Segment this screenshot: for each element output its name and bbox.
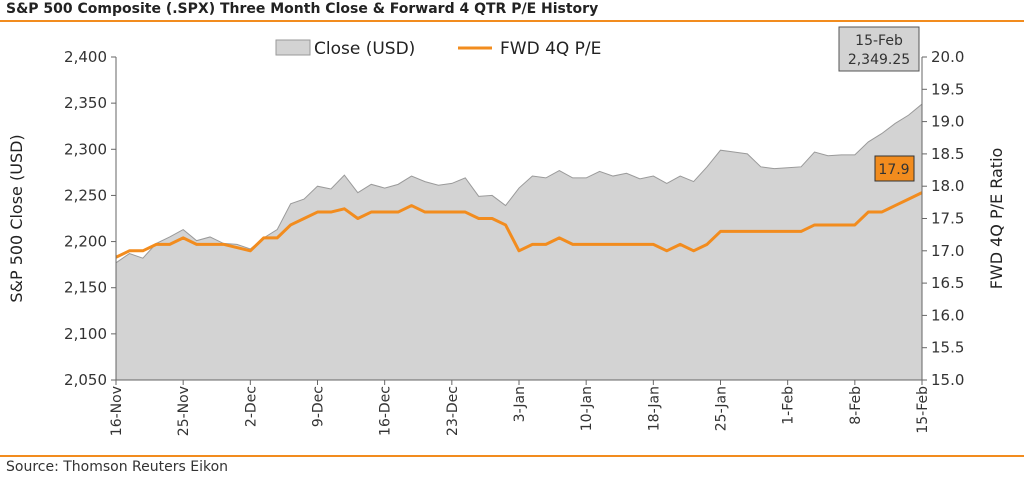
x-tick-label: 8-Feb [848, 386, 864, 425]
y2-tick-label: 17.0 [931, 242, 964, 260]
close-callout-value: 2,349.25 [848, 52, 910, 68]
pe-line [115, 191, 923, 259]
x-tick-label: 16-Nov [109, 386, 125, 436]
chart-title: S&P 500 Composite (.SPX) Three Month Clo… [6, 1, 599, 17]
x-tick-label: 16-Dec [378, 386, 394, 436]
y2-tick-label: 18.5 [931, 145, 964, 163]
y-tick-label: 2,350 [64, 94, 107, 112]
legend: Close (USD) FWD 4Q P/E [275, 39, 601, 59]
y-tick-label: 2,200 [64, 233, 107, 251]
x-tick-label: 25-Nov [176, 386, 192, 436]
close-area [116, 104, 922, 380]
y-tick-label: 2,150 [64, 279, 107, 297]
close-callout-date: 15-Feb [855, 33, 903, 49]
x-tick-label: 23-Dec [445, 386, 461, 436]
x-tick-label: 25-Jan [714, 386, 730, 431]
top-divider [0, 20, 1024, 22]
close-callout-box [838, 26, 920, 72]
x-tick-label: 15-Feb [915, 386, 931, 434]
y2-tick-label: 19.5 [931, 80, 964, 98]
y-axis-title: S&P 500 Close (USD) [7, 134, 26, 302]
y-tick-label: 2,400 [64, 48, 107, 66]
bottom-divider [0, 455, 1024, 457]
legend-label-pe: FWD 4Q P/E [500, 39, 601, 59]
y2-tick-label: 16.0 [931, 306, 964, 324]
x-tick-label: 18-Jan [646, 386, 662, 431]
y2-tick-label: 20.0 [931, 48, 964, 66]
y2-tick-label: 19.0 [931, 113, 964, 131]
y2-tick-label: 16.5 [931, 274, 964, 292]
y2-axis-title: FWD 4Q P/E Ratio [987, 148, 1006, 290]
callouts: 15-Feb 2,349.25 17.9 [838, 26, 920, 182]
axes: 2,050 2,100 2,150 2,200 2,250 2,300 2,350 2,400… [7, 48, 1006, 436]
x-tick-label: 1-Feb [781, 386, 797, 425]
x-tick-label: 2-Dec [243, 386, 259, 427]
y-tick-label: 2,100 [64, 325, 107, 343]
y-tick-label: 2,050 [64, 371, 107, 389]
y-tick-label: 2,300 [64, 140, 107, 158]
pe-callout-value: 17.9 [878, 162, 909, 178]
pe-callout-box [874, 155, 915, 182]
y2-tick-label: 15.5 [931, 339, 964, 357]
x-tick-label: 9-Dec [311, 386, 327, 427]
y2-tick-label: 17.5 [931, 210, 964, 228]
y-tick-label: 2,250 [64, 186, 107, 204]
source-note: Source: Thomson Reuters Eikon [6, 459, 229, 475]
x-tick-label: 3-Jan [512, 386, 528, 422]
x-tick-label: 10-Jan [579, 386, 595, 431]
y2-tick-label: 18.0 [931, 177, 964, 195]
y2-tick-label: 15.0 [931, 371, 964, 389]
legend-label-close: Close (USD) [314, 39, 415, 59]
legend-swatch-close [275, 39, 311, 56]
plot-area [115, 103, 923, 380]
